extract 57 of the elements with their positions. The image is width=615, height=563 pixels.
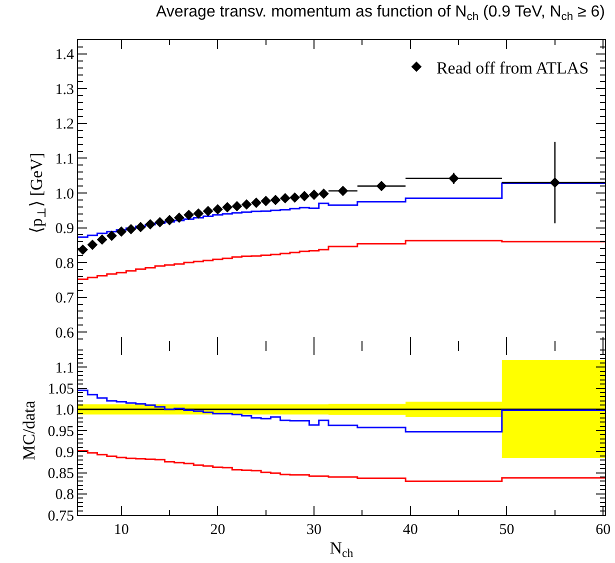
point <box>550 177 560 188</box>
y-tick-label: 1.05 <box>48 382 74 398</box>
y-tick-label: 1.1 <box>55 360 74 376</box>
point <box>212 204 223 215</box>
point <box>260 196 272 206</box>
y-tick-label: 1.0 <box>55 402 74 419</box>
x-tick-label: 60 <box>596 522 611 538</box>
x-tick-label: 40 <box>402 522 418 538</box>
point <box>193 208 204 219</box>
y-tick-label: 0.75 <box>48 508 74 524</box>
y-tick-label: 0.9 <box>55 444 74 461</box>
point <box>241 199 252 210</box>
x-tick-label: 20 <box>210 522 226 538</box>
point <box>184 210 194 220</box>
x-tick-label: 30 <box>306 522 322 538</box>
y-tick-label: 1.3 <box>55 82 74 98</box>
point <box>106 230 117 241</box>
point <box>96 234 108 245</box>
point <box>202 206 214 216</box>
y-tick-label: 1.0 <box>55 186 74 202</box>
point <box>116 226 127 237</box>
point <box>232 201 242 212</box>
y-tick-label: 0.85 <box>48 466 74 482</box>
y-tick-label: 0.9 <box>55 221 74 238</box>
x-tick-label: 50 <box>499 522 514 538</box>
x-axis-title: N$_{ch}$ <box>330 538 354 560</box>
point <box>308 190 320 200</box>
y-axis-title: MC/data <box>19 400 38 460</box>
y-tick-label: 1.4 <box>55 47 74 64</box>
y-tick-label: 0.6 <box>55 325 74 342</box>
y-tick-label: 0.95 <box>48 424 74 440</box>
point <box>174 212 184 223</box>
x-tick-label: 10 <box>114 522 129 538</box>
point <box>222 202 233 212</box>
point <box>290 192 300 203</box>
point <box>448 173 459 184</box>
y-tick-label: 1.2 <box>55 116 74 133</box>
point <box>154 217 166 228</box>
point <box>270 194 281 206</box>
point <box>145 219 156 230</box>
point <box>338 186 348 196</box>
point <box>318 188 329 199</box>
legend-label: Read off from ATLAS <box>436 58 589 78</box>
point <box>280 193 290 204</box>
chart-title: Average transv. momentum as function of N$_{ch}$ (0.9 TeV, N$_{ch}$ ≥ 6) <box>156 3 605 23</box>
point <box>376 180 387 192</box>
point <box>164 214 175 226</box>
y-tick-label: 0.8 <box>55 256 74 272</box>
point <box>251 198 262 208</box>
point <box>135 222 146 232</box>
point <box>78 244 88 255</box>
point <box>87 240 98 250</box>
point <box>126 224 136 234</box>
y-tick-label: 1.1 <box>55 151 74 168</box>
point <box>299 190 310 202</box>
y-tick-label: 0.7 <box>55 290 74 307</box>
y-tick-label: 0.8 <box>55 487 74 504</box>
